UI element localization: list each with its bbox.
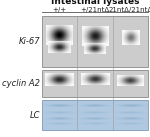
Text: Intestinal lysates: Intestinal lysates	[51, 0, 139, 6]
Text: LC: LC	[30, 111, 40, 119]
Bar	[42, 70, 148, 97]
Text: 21ntΔ/21ntΔ: 21ntΔ/21ntΔ	[108, 7, 150, 13]
Text: +/21ntΔ: +/21ntΔ	[80, 7, 110, 13]
Bar	[42, 100, 148, 130]
Text: cyclin A2: cyclin A2	[2, 79, 40, 88]
Text: +/+: +/+	[53, 7, 67, 13]
Text: Ki-67: Ki-67	[18, 37, 40, 46]
Bar	[42, 16, 148, 67]
